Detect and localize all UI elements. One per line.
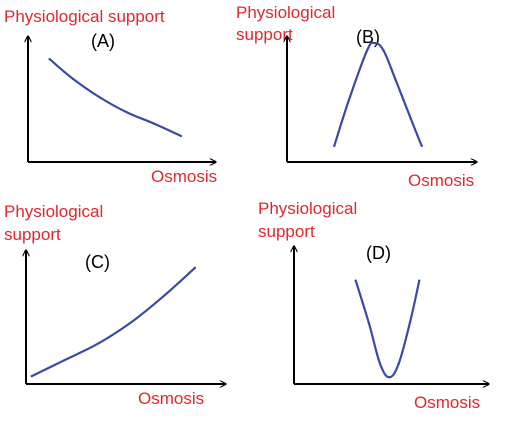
panel-c-point-0 xyxy=(30,375,33,378)
panel-d-point-1 xyxy=(367,321,370,324)
panel-d-axes xyxy=(294,246,489,384)
panel-c-point-2 xyxy=(97,342,101,345)
panel-b-point-6 xyxy=(409,117,412,120)
panel-d-title: (D) xyxy=(366,243,391,263)
panel-d-point-3 xyxy=(388,376,391,379)
panel-a-title: (A) xyxy=(91,31,115,51)
panel-b-point-1 xyxy=(347,98,350,102)
panel-c-point-1 xyxy=(63,359,66,362)
panel-c: Physiological support (C) Osmosis xyxy=(4,202,226,408)
panel-b: Physiological support (B) Osmosis xyxy=(236,3,477,190)
panel-c-xlabel: Osmosis xyxy=(138,389,204,408)
panel-a-point-5 xyxy=(179,134,183,138)
panel-c-series-line xyxy=(30,266,197,378)
panel-d-xlabel: Osmosis xyxy=(414,393,480,412)
panel-d-point-6 xyxy=(418,279,421,282)
panel-d-point-0 xyxy=(354,279,357,282)
panel-d: Physiological support (D) Osmosis xyxy=(258,199,489,412)
panel-d-point-5 xyxy=(408,321,411,324)
panel-b-xlabel: Osmosis xyxy=(408,171,474,190)
panel-d-point-2 xyxy=(378,362,382,365)
panel-c-point-5 xyxy=(193,266,197,269)
panel-b-ylabel-line1: Physiological xyxy=(236,3,335,22)
panel-c-ylabel-line1: Physiological xyxy=(4,202,103,221)
panel-b-axes xyxy=(287,36,477,162)
panel-c-points xyxy=(30,266,197,378)
panel-b-series-line xyxy=(333,41,423,147)
panel-a-axes xyxy=(28,36,216,162)
panel-a-point-3 xyxy=(125,111,129,114)
panel-b-point-2 xyxy=(366,49,369,52)
panel-a-point-1 xyxy=(71,77,75,80)
panel-a: Physiological support (A) Osmosis xyxy=(4,7,217,186)
panel-a-point-4 xyxy=(152,122,156,125)
panel-a-points xyxy=(48,58,183,138)
panel-b-point-5 xyxy=(395,80,398,83)
panel-b-point-7 xyxy=(420,144,423,147)
panel-a-point-2 xyxy=(98,96,102,99)
panel-c-axes xyxy=(26,250,226,384)
panel-b-point-4 xyxy=(382,49,385,52)
panel-a-xlabel: Osmosis xyxy=(151,167,217,186)
panel-b-point-0 xyxy=(333,144,336,147)
panel-a-ylabel: Physiological support xyxy=(4,7,165,26)
panel-c-ylabel-line2: support xyxy=(4,225,61,244)
panel-a-point-0 xyxy=(48,58,51,61)
panel-b-ylabel-line2: support xyxy=(236,25,293,44)
panel-b-points xyxy=(333,41,423,147)
panel-d-points xyxy=(354,279,421,379)
panel-d-series-line xyxy=(354,279,421,379)
panel-c-point-4 xyxy=(163,294,166,297)
panel-d-ylabel-line1: Physiological xyxy=(258,199,357,218)
panel-a-series-line xyxy=(48,58,183,138)
panel-d-point-4 xyxy=(397,362,400,365)
panel-c-title: (C) xyxy=(85,252,110,272)
panel-c-point-3 xyxy=(130,320,133,324)
panel-b-point-3 xyxy=(373,41,376,45)
panel-d-ylabel-line2: support xyxy=(258,222,315,241)
